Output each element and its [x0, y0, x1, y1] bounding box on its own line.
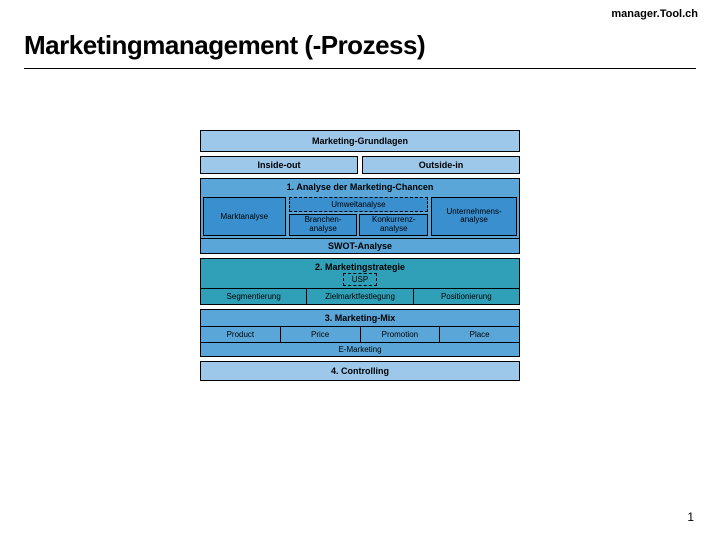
box-strategie: 2. Marketingstrategie USP Segmentierung …: [200, 258, 520, 305]
box-analyse-body: Marktanalyse Umweltanalyse Branchen-anal…: [200, 195, 520, 254]
box-umweltanalyse: Umweltanalyse: [289, 197, 428, 212]
box-price: Price: [280, 326, 360, 342]
box-branchenanalyse: Branchen-analyse: [289, 214, 358, 236]
box-emarketing: E-Marketing: [201, 342, 519, 356]
box-zielmarkt: Zielmarktfestlegung: [306, 288, 413, 304]
process-diagram: Marketing-Grundlagen Inside-out Outside-…: [200, 130, 520, 381]
box-promotion: Promotion: [360, 326, 440, 342]
box-swot: SWOT-Analyse: [201, 238, 519, 253]
box-inside-out: Inside-out: [200, 156, 358, 174]
title-rule: [24, 68, 696, 69]
box-segmentierung: Segmentierung: [201, 288, 306, 304]
box-product: Product: [201, 326, 280, 342]
row-perspectives: Inside-out Outside-in: [200, 156, 520, 174]
box-place: Place: [439, 326, 519, 342]
box-mix-title: 3. Marketing-Mix: [201, 310, 519, 326]
box-analyse-title: 1. Analyse der Marketing-Chancen: [200, 178, 520, 195]
box-strategie-title: 2. Marketingstrategie: [201, 259, 519, 273]
box-positionierung: Positionierung: [414, 288, 519, 304]
box-controlling: 4. Controlling: [200, 361, 520, 381]
box-mix: 3. Marketing-Mix Product Price Promotion…: [200, 309, 520, 357]
box-marktanalyse: Marktanalyse: [203, 197, 286, 236]
box-outside-in: Outside-in: [362, 156, 520, 174]
box-usp: USP: [343, 273, 377, 286]
page-title: Marketingmanagement (-Prozess): [24, 30, 425, 61]
brand-label: manager.Tool.ch: [611, 8, 698, 20]
page-number: 1: [687, 510, 694, 524]
box-unternehmensanalyse: Unternehmens-analyse: [431, 197, 517, 236]
box-konkurrenzanalyse: Konkurrenz-analyse: [359, 214, 428, 236]
box-grundlagen: Marketing-Grundlagen: [200, 130, 520, 152]
